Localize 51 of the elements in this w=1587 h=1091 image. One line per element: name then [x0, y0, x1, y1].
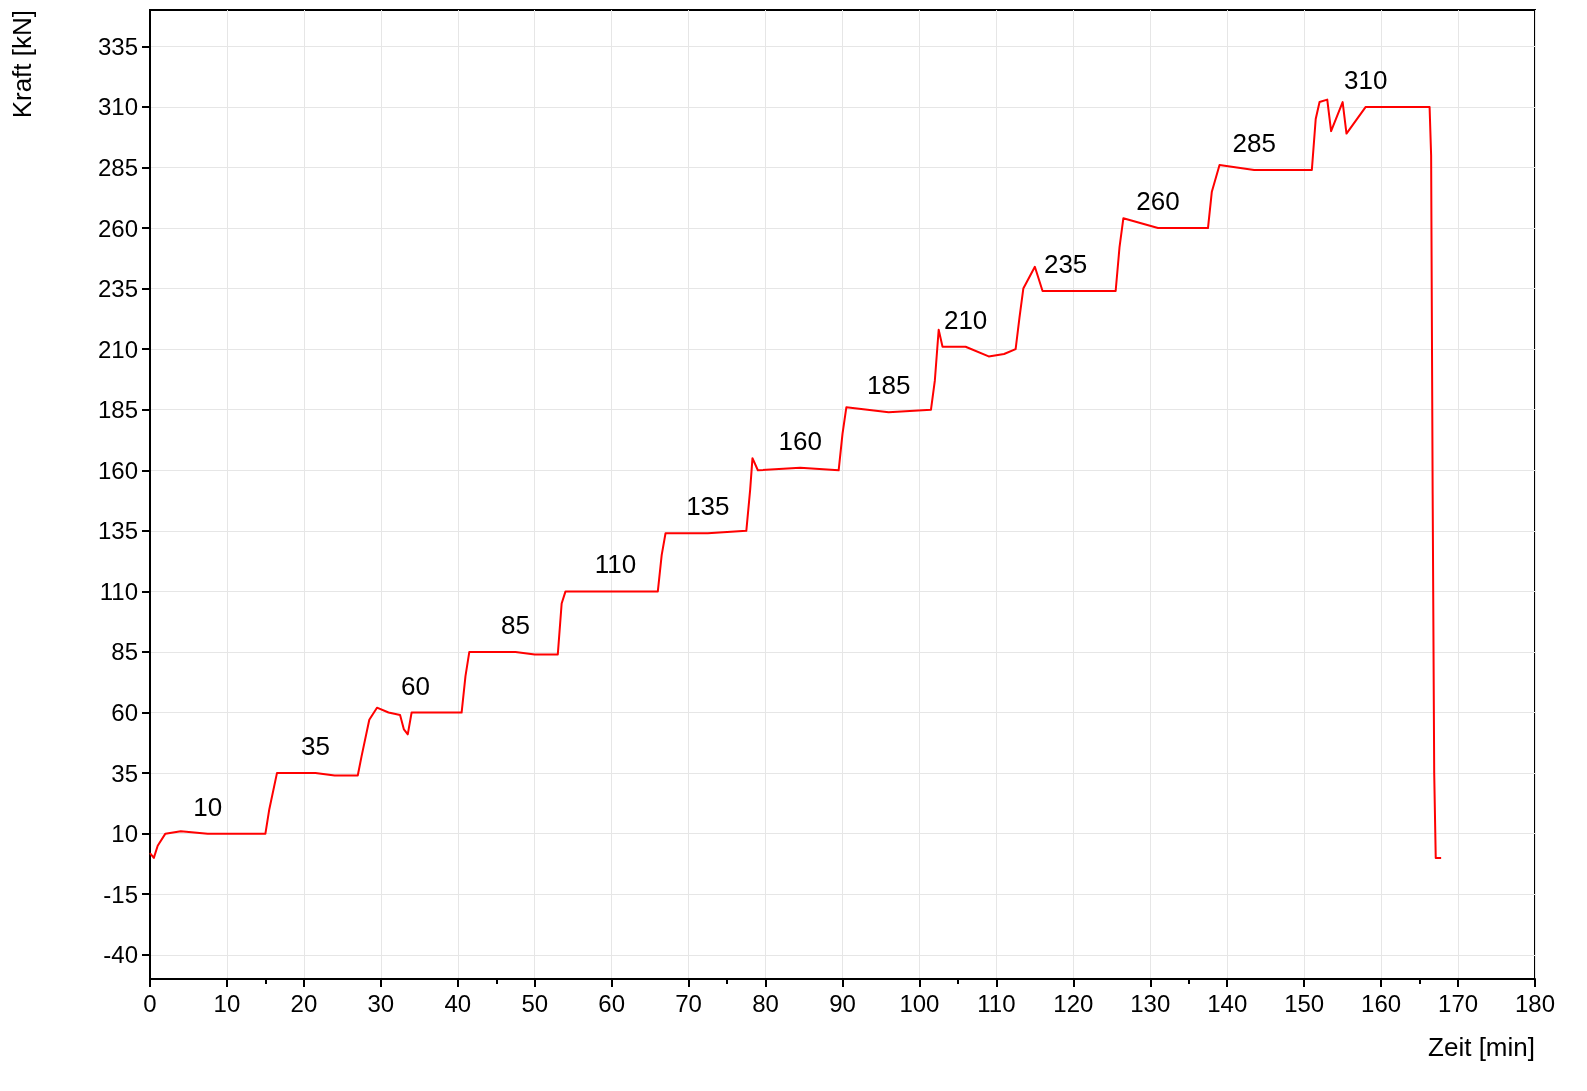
annotation: 85: [501, 609, 530, 640]
x-tick-label: 160: [1361, 989, 1402, 1017]
x-tick-label: 30: [367, 989, 395, 1017]
x-tick-label: 150: [1284, 989, 1325, 1017]
x-tick-label: 10: [213, 989, 241, 1017]
y-tick-label: 335: [97, 32, 138, 60]
x-tick-label: 20: [290, 989, 318, 1017]
y-tick-label: -15: [103, 880, 138, 908]
y-tick-label: 160: [97, 456, 138, 484]
annotation: 310: [1344, 64, 1388, 95]
y-tick-label: -40: [103, 941, 138, 969]
annotation: 60: [401, 670, 430, 701]
annotation: 260: [1136, 186, 1180, 217]
annotation: 235: [1043, 249, 1088, 280]
annotation: 185: [866, 370, 911, 401]
y-tick-label: 60: [111, 699, 138, 727]
x-tick-label: 130: [1130, 989, 1171, 1017]
annotation: 110: [594, 549, 637, 580]
y-tick-label: 285: [97, 153, 138, 181]
annotation: 10: [193, 791, 223, 822]
y-tick-label: 210: [97, 335, 138, 363]
x-tick-label: 110: [977, 989, 1016, 1017]
x-axis-title: Zeit [min]: [1428, 1032, 1535, 1062]
y-axis-title: Kraft [kN]: [7, 10, 37, 119]
y-tick-label: 35: [111, 759, 138, 787]
x-tick-label: 80: [752, 989, 779, 1017]
annotation: 285: [1232, 127, 1276, 158]
y-tick-label: 85: [111, 638, 138, 666]
line-series: [149, 98, 1443, 859]
y-tick-label: 135: [97, 517, 138, 545]
annotation: 160: [778, 425, 822, 456]
y-tick-label: 10: [111, 820, 138, 848]
x-tick-label: 120: [1053, 989, 1094, 1017]
x-tick-label: 40: [444, 989, 472, 1017]
x-tick-label: 0: [143, 989, 157, 1017]
y-tick-label: 185: [97, 396, 138, 424]
x-tick-label: 50: [521, 989, 549, 1017]
x-tick-label: 180: [1514, 989, 1556, 1017]
x-tick-label: 90: [829, 989, 856, 1017]
y-tick-label: 310: [97, 93, 138, 121]
x-tick-label: 70: [675, 989, 702, 1017]
y-tick-label: 110: [99, 577, 138, 605]
y-tick-label: 235: [97, 275, 138, 303]
x-tick-label: 100: [899, 989, 940, 1017]
x-tick-label: 60: [598, 989, 626, 1017]
x-tick-label: 140: [1207, 989, 1248, 1017]
annotation: 135: [686, 491, 730, 522]
x-tick-label: 170: [1438, 989, 1479, 1017]
annotation: 35: [300, 731, 330, 762]
y-tick-label: 260: [97, 214, 138, 242]
annotation: 210: [943, 304, 988, 335]
